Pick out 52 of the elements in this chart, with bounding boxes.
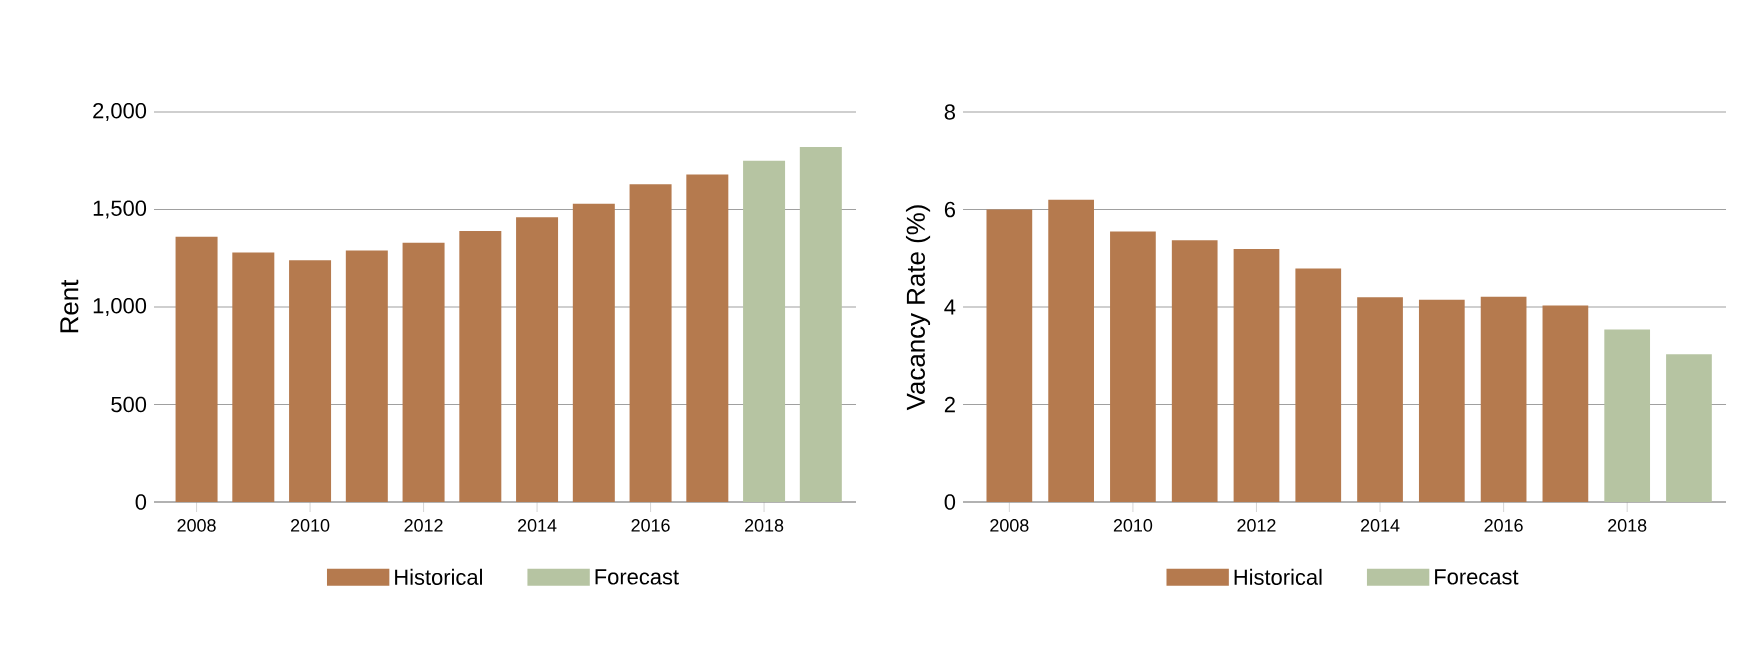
bar [516,217,559,502]
bar [629,184,672,502]
bar [345,250,388,502]
y-tick-label: 0 [944,494,956,510]
bar [743,160,786,502]
y-tick-label: 500 [111,396,147,413]
y-axis-title: Rent [60,279,79,333]
bar [175,236,218,502]
bar [459,230,502,502]
bar [1295,268,1342,502]
bar [402,242,445,502]
x-tick-label: 2018 [1608,519,1647,532]
y-tick-label: 8 [944,104,955,120]
bar [1357,297,1403,502]
bar [1542,305,1589,502]
y-tick-label: 2,000 [93,102,147,122]
y-tick-label: 2 [944,396,955,413]
y-tick-label: 0 [135,494,147,510]
x-tick-label: 2014 [1361,519,1400,532]
x-tick-label: 2016 [631,519,670,532]
bar [572,203,615,502]
bar [1604,329,1651,502]
bar [232,252,275,502]
bar [1480,296,1527,502]
bar [799,147,842,502]
bar [1233,248,1280,502]
legend-label: Historical [1234,568,1322,585]
x-tick-label: 2018 [745,519,784,532]
x-tick-label: 2010 [1113,519,1153,532]
legend-label: Historical [395,568,482,585]
y-tick-label: 6 [944,201,955,218]
bar [686,174,729,502]
bar [1666,354,1712,502]
legend-label: Forecast [1435,569,1519,585]
bar [1418,299,1465,502]
bar [1171,240,1218,502]
x-tick-label: 2012 [1237,519,1276,532]
x-tick-label: 2016 [1484,519,1523,532]
bar [1110,231,1156,502]
legend-label: Forecast [595,569,679,585]
bar [289,260,332,502]
y-tick-label: 1,500 [93,200,147,219]
y-axis-title: Vacancy Rate (%) [905,205,931,411]
x-tick-label: 2008 [990,519,1029,532]
x-tick-label: 2010 [291,519,330,532]
y-tick-label: 1,000 [93,297,147,317]
x-tick-label: 2008 [177,519,216,532]
bar [1048,199,1094,502]
x-tick-label: 2014 [518,519,557,532]
x-tick-label: 2012 [404,519,443,532]
y-tick-label: 4 [944,299,956,315]
bar [986,209,1033,502]
